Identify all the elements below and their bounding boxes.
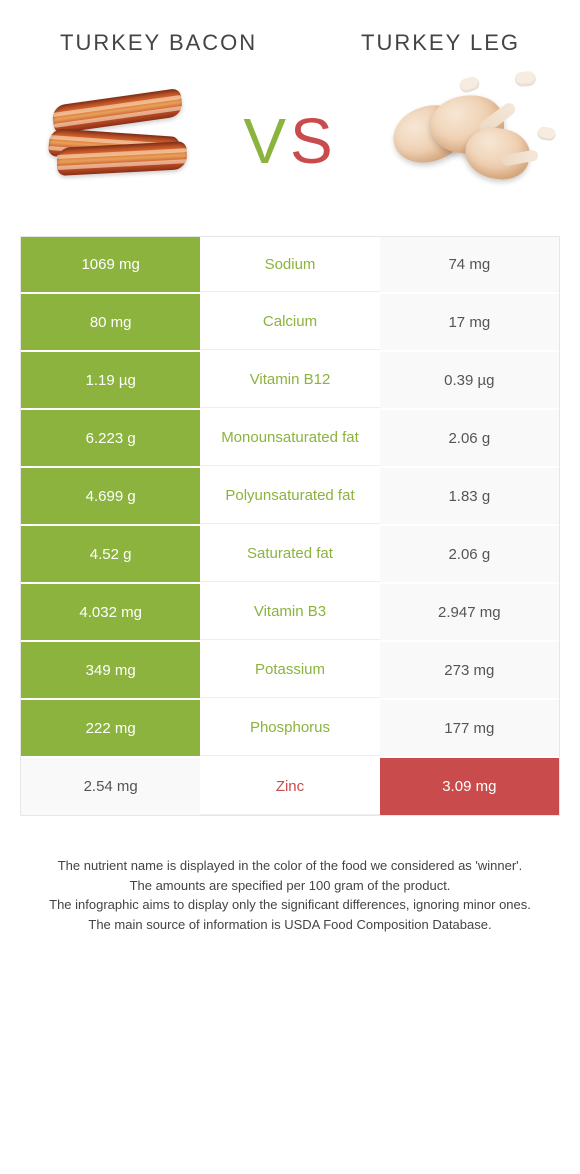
table-row: 1.19 µgVitamin B120.39 µg bbox=[21, 352, 559, 410]
table-row: 2.54 mgZinc3.09 mg bbox=[21, 758, 559, 816]
right-value-cell: 1.83 g bbox=[380, 468, 559, 524]
left-value-cell: 1.19 µg bbox=[21, 352, 200, 408]
left-value-cell: 349 mg bbox=[21, 642, 200, 698]
right-food-image bbox=[380, 81, 540, 201]
table-row: 4.699 gPolyunsaturated fat1.83 g bbox=[21, 468, 559, 526]
table-row: 349 mgPotassium273 mg bbox=[21, 642, 559, 700]
table-row: 4.032 mgVitamin B32.947 mg bbox=[21, 584, 559, 642]
table-row: 6.223 gMonounsaturated fat2.06 g bbox=[21, 410, 559, 468]
footnote-line: The infographic aims to display only the… bbox=[35, 895, 545, 915]
vs-v: V bbox=[243, 105, 290, 177]
left-food-title: TURKEY BACON bbox=[60, 30, 257, 56]
nutrient-name-cell: Calcium bbox=[200, 294, 379, 350]
table-row: 4.52 gSaturated fat2.06 g bbox=[21, 526, 559, 584]
nutrient-name-cell: Saturated fat bbox=[200, 526, 379, 582]
right-value-cell: 2.06 g bbox=[380, 410, 559, 466]
footnote-line: The amounts are specified per 100 gram o… bbox=[35, 876, 545, 896]
nutrient-name-cell: Vitamin B12 bbox=[200, 352, 379, 408]
left-value-cell: 1069 mg bbox=[21, 237, 200, 292]
nutrient-name-cell: Vitamin B3 bbox=[200, 584, 379, 640]
table-row: 1069 mgSodium74 mg bbox=[21, 236, 559, 294]
nutrient-name-cell: Sodium bbox=[200, 237, 379, 292]
nutrient-name-cell: Potassium bbox=[200, 642, 379, 698]
left-value-cell: 4.699 g bbox=[21, 468, 200, 524]
turkey-leg-icon bbox=[380, 81, 540, 201]
right-food-title: TURKEY LEG bbox=[361, 30, 520, 56]
footnote-line: The nutrient name is displayed in the co… bbox=[35, 856, 545, 876]
footnotes: The nutrient name is displayed in the co… bbox=[0, 816, 580, 934]
vs-label: VS bbox=[243, 104, 336, 178]
nutrient-name-cell: Phosphorus bbox=[200, 700, 379, 756]
right-value-cell: 273 mg bbox=[380, 642, 559, 698]
left-value-cell: 80 mg bbox=[21, 294, 200, 350]
footnote-line: The main source of information is USDA F… bbox=[35, 915, 545, 935]
left-food-image bbox=[40, 81, 200, 201]
left-value-cell: 4.52 g bbox=[21, 526, 200, 582]
left-value-cell: 4.032 mg bbox=[21, 584, 200, 640]
nutrient-name-cell: Zinc bbox=[200, 758, 379, 815]
right-value-cell: 2.947 mg bbox=[380, 584, 559, 640]
table-row: 80 mgCalcium17 mg bbox=[21, 294, 559, 352]
vs-row: VS bbox=[0, 56, 580, 236]
right-value-cell: 3.09 mg bbox=[380, 758, 559, 815]
vs-s: S bbox=[290, 105, 337, 177]
right-value-cell: 0.39 µg bbox=[380, 352, 559, 408]
header: TURKEY BACON TURKEY LEG bbox=[0, 0, 580, 56]
left-value-cell: 222 mg bbox=[21, 700, 200, 756]
left-value-cell: 6.223 g bbox=[21, 410, 200, 466]
right-value-cell: 177 mg bbox=[380, 700, 559, 756]
nutrient-name-cell: Monounsaturated fat bbox=[200, 410, 379, 466]
nutrient-name-cell: Polyunsaturated fat bbox=[200, 468, 379, 524]
bacon-icon bbox=[45, 96, 195, 186]
right-value-cell: 74 mg bbox=[380, 237, 559, 292]
left-value-cell: 2.54 mg bbox=[21, 758, 200, 815]
table-row: 222 mgPhosphorus177 mg bbox=[21, 700, 559, 758]
right-value-cell: 2.06 g bbox=[380, 526, 559, 582]
right-value-cell: 17 mg bbox=[380, 294, 559, 350]
nutrient-table: 1069 mgSodium74 mg80 mgCalcium17 mg1.19 … bbox=[20, 236, 560, 816]
